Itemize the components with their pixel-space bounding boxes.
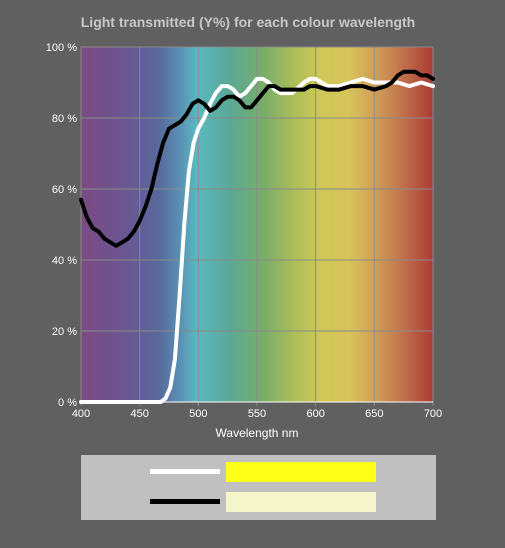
y-tick-label: 20 % — [52, 326, 77, 338]
y-tick-label: 100 % — [46, 42, 77, 54]
x-tick-labels: 400 450 500 550 600 650 700 — [72, 408, 442, 420]
legend — [81, 455, 436, 520]
legend-swatch-yellow — [226, 462, 376, 482]
series-line-black — [79, 69, 435, 248]
legend-row-white-series — [81, 461, 436, 483]
y-tick-label: 0 % — [58, 397, 77, 409]
series-lines — [79, 69, 435, 404]
x-tick-label: 600 — [306, 408, 324, 420]
x-axis-label: Wavelength nm — [216, 426, 299, 440]
y-tick-label: 80 % — [52, 113, 77, 125]
legend-line-white — [150, 469, 220, 474]
chart-title: Light transmitted (Y%) for each colour w… — [81, 14, 415, 30]
x-tick-label: 650 — [365, 408, 383, 420]
x-tick-label: 400 — [72, 408, 90, 420]
legend-row-black-series — [81, 491, 436, 513]
y-tick-label: 40 % — [52, 255, 77, 267]
legend-line-black — [150, 499, 220, 504]
y-tick-label: 60 % — [52, 184, 77, 196]
x-tick-label: 500 — [189, 408, 207, 420]
y-tick-labels: 0 % 20 % 40 % 60 % 80 % 100 % — [46, 42, 77, 409]
x-tick-label: 450 — [130, 408, 148, 420]
series-line-white — [79, 76, 435, 404]
legend-swatch-pale — [226, 492, 376, 512]
x-tick-label: 700 — [424, 408, 442, 420]
x-tick-label: 550 — [248, 408, 266, 420]
